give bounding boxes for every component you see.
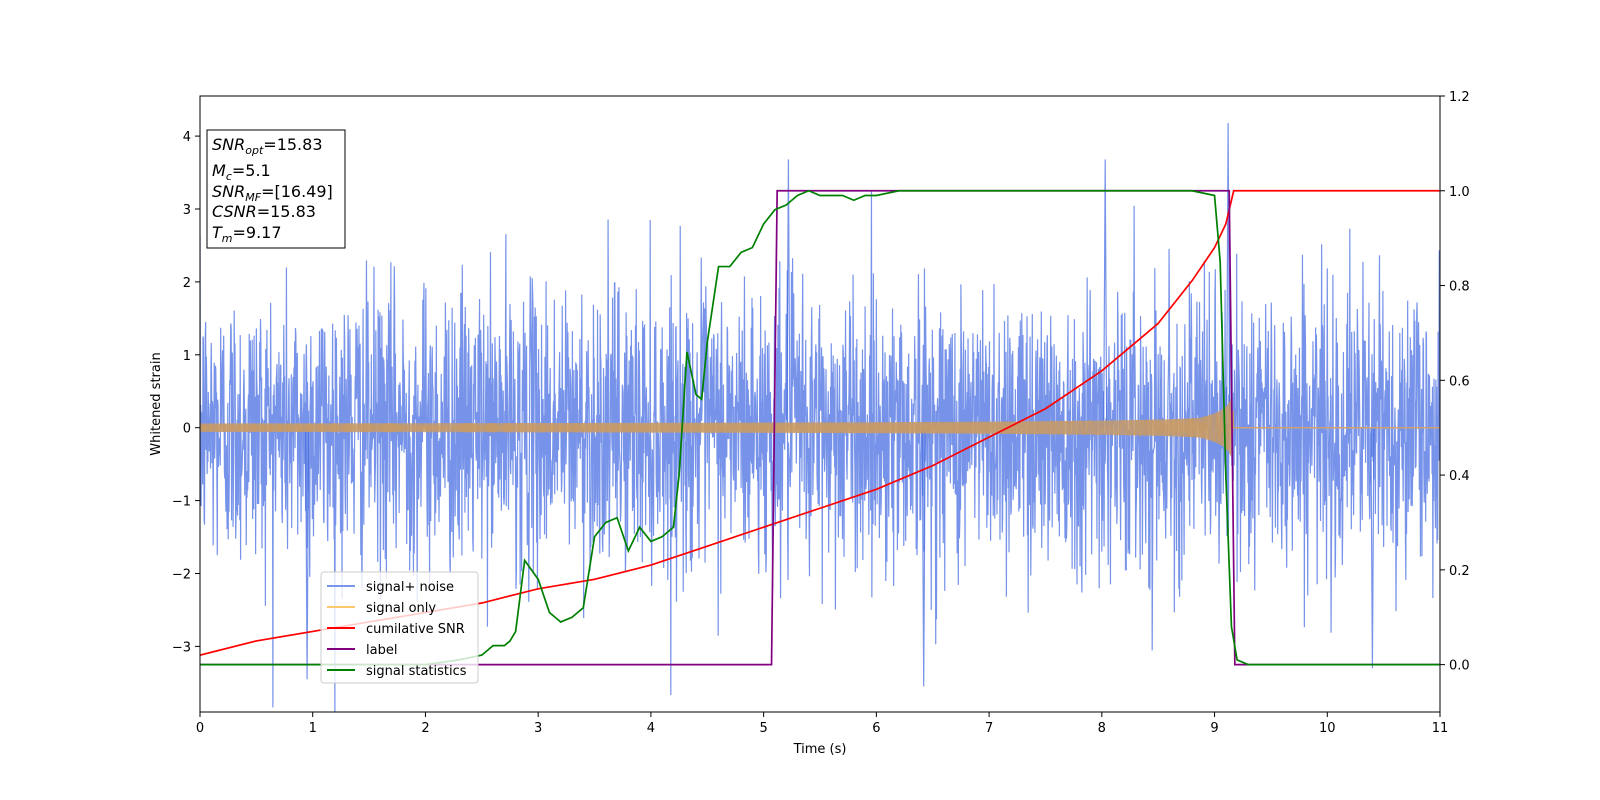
y2-tick-label: 1.0 [1449, 185, 1470, 200]
y-axis-left: −3 −2 −1 0 1 2 3 4 [172, 130, 200, 655]
noise-spike-2 [921, 427, 926, 687]
annotation-line: SNRopt=15.83 [212, 135, 323, 157]
snr-annotation-box: SNRopt=15.83 Mc=5.1SNRMF=[16.49]CSNR=15.8… [206, 129, 346, 249]
noise-spike-4 [1225, 122, 1231, 428]
legend-label: cumilative SNR [366, 622, 465, 637]
annotation-line: CSNR=15.83 [212, 202, 316, 221]
y-tick-label: 1 [183, 349, 191, 364]
x-tick-label: 10 [1319, 721, 1336, 736]
x-tick-label: 6 [872, 721, 880, 736]
y2-tick-label: 1.2 [1449, 90, 1470, 105]
y-tick-label: 2 [183, 276, 191, 291]
y2-tick-label: 0.6 [1449, 374, 1470, 389]
legend-label: signal+ noise [366, 580, 454, 595]
y-tick-label: 4 [183, 130, 191, 145]
x-tick-label: 9 [1210, 721, 1218, 736]
annotation-frame [206, 129, 346, 249]
x-tick-label: 0 [196, 721, 204, 736]
y2-tick-label: 0.2 [1449, 564, 1470, 579]
axes-frame [199, 95, 1441, 713]
y2-tick-label: 0.4 [1449, 469, 1470, 484]
legend-label: signal statistics [366, 664, 467, 679]
y-tick-label: 3 [183, 203, 191, 218]
x-tick-label: 7 [985, 721, 993, 736]
noise-spike-1 [786, 159, 791, 428]
y-tick-label: −3 [172, 640, 191, 655]
noise-spike-0 [305, 427, 310, 680]
y2-tick-label: 0.8 [1449, 280, 1470, 295]
x-axis: 0 1 2 3 4 5 6 7 8 9 10 11 [196, 712, 1448, 736]
x-tick-label: 8 [1098, 721, 1106, 736]
signal-only-envelope [200, 398, 1234, 458]
noise-spike-3 [1103, 159, 1108, 428]
y-axis-label: Whitened strain [149, 352, 164, 455]
series-signal-statistics-line [200, 189, 1440, 666]
y-axis-right: 0.0 0.2 0.4 0.6 0.8 1.0 1.2 [1440, 90, 1470, 674]
y-tick-label: 0 [183, 422, 191, 437]
annotation-line: Tm=9.17 [212, 223, 282, 245]
annotation-line: Mc=5.1 [212, 161, 271, 183]
noise-spike-5 [1370, 427, 1375, 669]
x-tick-label: 1 [309, 721, 317, 736]
legend-label: label [366, 643, 397, 658]
y-tick-label: −1 [172, 495, 191, 510]
x-tick-label: 11 [1432, 721, 1449, 736]
legend-label: signal only [366, 601, 436, 616]
x-tick-label: 3 [534, 721, 542, 736]
y2-tick-label: 0.0 [1449, 659, 1470, 674]
legend: signal+ noise signal only cumilative SNR la… [320, 571, 479, 684]
x-axis-label: Time (s) [793, 742, 847, 757]
x-tick-label: 5 [759, 721, 767, 736]
x-tick-label: 4 [647, 721, 655, 736]
annotation-line: SNRMF=[16.49] [212, 182, 333, 204]
x-tick-label: 2 [421, 721, 429, 736]
legend-frame [320, 571, 479, 684]
y-tick-label: −2 [172, 567, 191, 582]
